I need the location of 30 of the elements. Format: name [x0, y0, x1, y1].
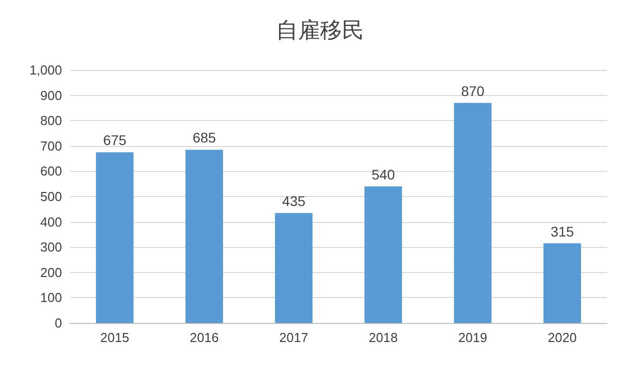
- y-tick-label: 400: [40, 214, 62, 230]
- bar: [96, 152, 134, 323]
- bar: [185, 150, 224, 323]
- data-label: 315: [550, 223, 574, 240]
- y-tick-label: 1,000: [29, 62, 62, 78]
- y-tick-label: 600: [40, 164, 62, 179]
- bar: [274, 212, 313, 323]
- bar: [454, 102, 492, 323]
- data-label: 675: [103, 132, 127, 148]
- x-tick-label: 2019: [458, 330, 488, 345]
- data-label: 435: [282, 192, 306, 209]
- y-tick-label: 0: [54, 316, 62, 330]
- data-label: 870: [461, 82, 485, 99]
- x-tick-label: 2015: [100, 330, 130, 345]
- data-label: 685: [192, 130, 216, 146]
- y-tick-label: 500: [40, 189, 62, 204]
- chart-title: 自雇移民: [276, 18, 364, 42]
- y-tick-label: 700: [40, 138, 62, 154]
- y-tick-label: 900: [40, 88, 62, 103]
- x-tick-label: 2020: [548, 330, 577, 345]
- y-tick-label: 200: [40, 264, 62, 280]
- bar: [543, 243, 582, 323]
- x-tick-label: 2018: [368, 330, 398, 345]
- bar: [364, 186, 402, 323]
- y-tick-label: 100: [40, 290, 62, 306]
- y-tick-label: 300: [40, 240, 62, 255]
- x-tick-label: 2016: [190, 330, 219, 345]
- y-tick-label: 800: [40, 113, 62, 128]
- x-tick-label: 2017: [279, 330, 308, 345]
- data-label: 540: [372, 166, 396, 182]
